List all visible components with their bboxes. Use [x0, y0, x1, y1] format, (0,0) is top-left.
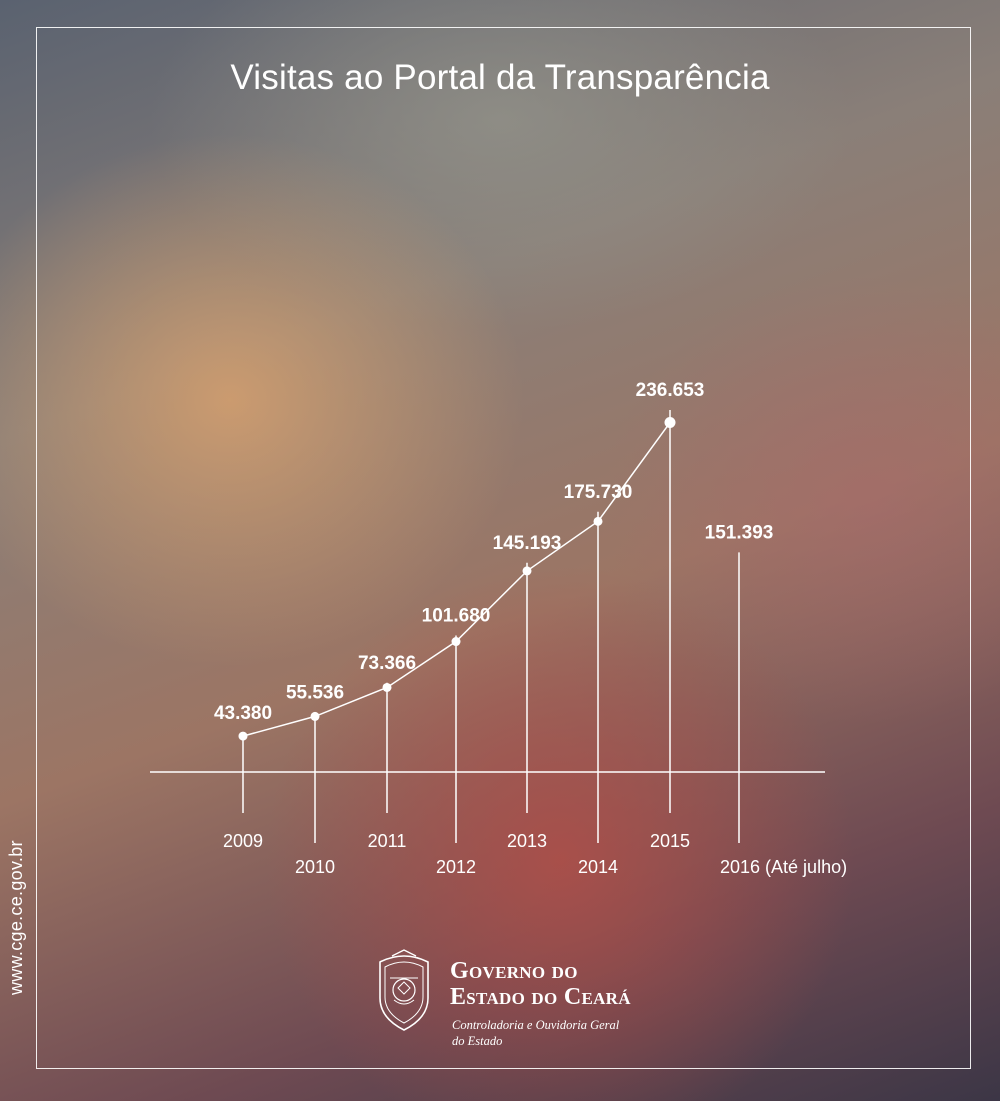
data-point-2010: [310, 711, 320, 721]
value-label-2014: 175.730: [564, 482, 633, 503]
value-label-2013: 145.193: [493, 533, 562, 554]
tick-label-2014: 2014: [578, 857, 618, 877]
border-frame: [36, 27, 971, 1069]
tick-label-2013: 2013: [507, 831, 547, 851]
data-points: [238, 417, 676, 741]
value-label-2011: 73.366: [358, 653, 416, 674]
tick-label-2009: 2009: [223, 831, 263, 851]
org-name-line2: Estado do Ceará: [450, 984, 631, 1010]
tick-label-2016: 2016 (Até julho): [720, 857, 847, 877]
value-labels: 43.380 55.536 73.366 101.680 145.193 175.730 2…: [214, 380, 773, 724]
data-point-2011: [382, 682, 392, 692]
value-label-2010: 55.536: [286, 683, 344, 704]
data-point-2013: [522, 566, 532, 576]
tick-label-2011: 2011: [368, 831, 407, 851]
tick-labels: 2009 2010 2011 2012 2013 2014 2015 2016 (Até ju…: [223, 831, 847, 877]
government-logo: Governo do Estado do Ceará Controladoria…: [372, 948, 672, 1048]
tick-label-2010: 2010: [295, 857, 335, 877]
data-point-2014: [593, 516, 603, 526]
chart-title: Visitas ao Portal da Transparência: [230, 58, 770, 97]
drop-lines: [242, 409, 740, 843]
org-subtitle-line1: Controladoria e Ouvidoria Geral: [452, 1018, 620, 1032]
org-name-line1: Governo do: [450, 958, 578, 984]
tick-label-2012: 2012: [436, 857, 476, 877]
website-url: www.cge.ce.gov.br: [6, 840, 26, 995]
value-label-2016: 151.393: [705, 522, 774, 543]
org-subtitle-line2: do Estado: [452, 1034, 503, 1048]
state-coat-of-arms-icon: [379, 949, 429, 1031]
value-label-2015: 236.653: [636, 380, 705, 401]
data-point-2015: [664, 417, 676, 429]
tick-label-2015: 2015: [650, 831, 690, 851]
data-point-2012: [451, 637, 461, 647]
value-label-2009: 43.380: [214, 703, 272, 724]
value-label-2012: 101.680: [422, 605, 491, 626]
data-point-2009: [238, 731, 248, 741]
